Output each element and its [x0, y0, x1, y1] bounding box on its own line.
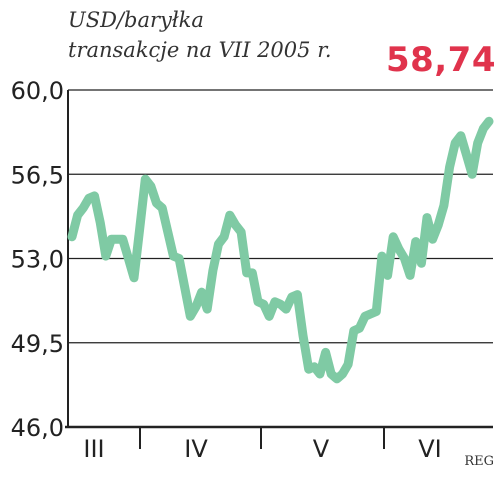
x-tick-label: VI: [418, 435, 442, 463]
series-line-0: [67, 116, 494, 384]
y-tick-label: 53,0: [11, 246, 64, 274]
y-tick-label: 60,0: [11, 77, 64, 105]
x-month-separators: [139, 427, 385, 449]
credit-label: REG: [464, 454, 494, 469]
chart-title: USD/baryłka: [68, 8, 204, 32]
x-tick-label: III: [83, 435, 104, 463]
x-tick-labels: III IV V VI: [83, 435, 441, 463]
y-tick-label: 56,5: [11, 161, 64, 189]
plot-series: [67, 116, 494, 384]
y-tick-label: 46,0: [11, 414, 64, 442]
chart-subtitle: transakcje na VII 2005 r.: [68, 38, 332, 62]
axes: [65, 90, 493, 429]
last-value-label: 58,74: [385, 40, 496, 80]
x-tick-label: IV: [184, 435, 208, 463]
y-tick-labels: 60,0 56,5 53,0 49,5 46,0: [11, 77, 64, 442]
y-tick-label: 49,5: [11, 330, 64, 358]
x-tick-label: V: [313, 435, 330, 463]
